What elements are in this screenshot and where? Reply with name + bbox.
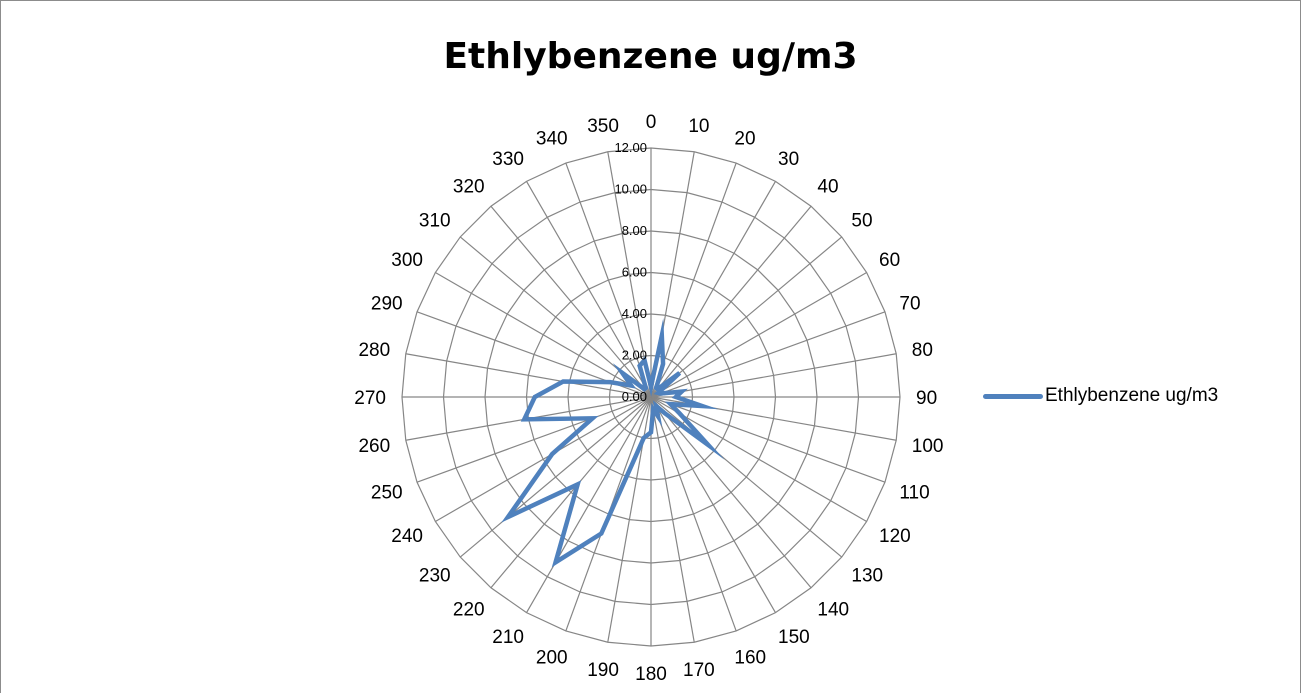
angle-tick-label: 110	[899, 482, 929, 503]
grid-spoke	[435, 396, 652, 523]
grid-spoke	[459, 396, 652, 558]
angle-tick-label: 90	[916, 388, 937, 409]
angle-tick-label: 200	[536, 647, 568, 668]
angle-tick-label: 270	[354, 388, 386, 409]
angle-tick-label: 140	[817, 599, 849, 620]
grid-spoke	[405, 353, 652, 398]
grid-spoke	[525, 181, 652, 398]
grid-spoke	[650, 311, 886, 398]
radial-tick-label: 0.00	[622, 389, 647, 404]
angle-tick-label: 20	[734, 129, 755, 150]
angle-tick-label: 160	[734, 647, 766, 668]
grid-spoke	[525, 396, 652, 613]
angle-tick-label: 220	[453, 599, 485, 620]
radial-tick-label: 6.00	[622, 265, 647, 280]
radial-tick-label: 2.00	[622, 348, 647, 363]
grid-spoke	[650, 396, 812, 589]
angle-tick-label: 280	[358, 340, 390, 361]
angle-tick-label: 240	[391, 526, 423, 547]
radial-tick-label: 10.00	[614, 182, 647, 197]
legend-label: Ethlybenzene ug/m3	[1045, 385, 1219, 406]
angle-tick-label: 170	[683, 660, 715, 681]
angle-tick-label: 300	[391, 250, 423, 271]
angle-tick-label: 190	[587, 660, 619, 681]
angle-tick-label: 80	[912, 340, 933, 361]
angle-tick-label: 250	[371, 482, 403, 503]
grid-spoke	[650, 205, 812, 398]
radial-tick-label: 12.00	[614, 140, 647, 155]
grid-spoke	[565, 162, 652, 398]
legend-swatch	[983, 393, 1043, 399]
angle-tick-label: 130	[851, 565, 883, 586]
angle-tick-label: 70	[899, 294, 920, 315]
grid-spoke	[650, 396, 737, 632]
angle-tick-label: 0	[646, 112, 657, 133]
angle-tick-label: 10	[688, 116, 709, 137]
angle-tick-label: 180	[635, 664, 667, 685]
grid-spoke	[650, 181, 777, 398]
grid-spoke	[607, 151, 652, 398]
angle-tick-label: 260	[358, 436, 390, 457]
grid-spoke	[490, 205, 652, 398]
angle-tick-label: 290	[371, 294, 403, 315]
angle-tick-label: 40	[817, 177, 838, 198]
angle-tick-label: 210	[492, 627, 524, 648]
angle-tick-label: 320	[453, 177, 485, 198]
angle-tick-label: 310	[419, 211, 451, 232]
angle-tick-label: 230	[419, 565, 451, 586]
grid-spoke	[416, 396, 652, 483]
angle-tick-label: 340	[536, 129, 568, 150]
grid-spoke	[650, 162, 737, 398]
grid-spoke	[650, 236, 843, 398]
legend: Ethlybenzene ug/m3	[983, 383, 1218, 409]
radar-grid	[401, 147, 901, 647]
grid-spoke	[490, 396, 652, 589]
series-line	[501, 317, 725, 568]
angle-tick-label: 120	[879, 526, 911, 547]
angle-tick-label: 350	[587, 116, 619, 137]
radial-tick-label: 8.00	[622, 223, 647, 238]
series-layer	[501, 317, 725, 568]
grid-spoke	[650, 396, 886, 483]
grid-spoke	[650, 396, 867, 523]
grid-spoke	[650, 396, 777, 613]
angle-tick-label: 330	[492, 149, 524, 170]
angle-tick-label: 50	[851, 211, 872, 232]
angle-tick-label: 60	[879, 250, 900, 271]
radial-tick-label: 4.00	[622, 306, 647, 321]
grid-spoke	[650, 396, 695, 643]
radial-tick-labels: 0.00 2.00 4.00 6.00 8.00 10.00 12.00	[614, 140, 647, 404]
angle-tick-label: 30	[778, 149, 799, 170]
angle-tick-label: 150	[778, 627, 810, 648]
grid-spoke	[650, 271, 867, 398]
angle-tick-label: 100	[912, 436, 944, 457]
chart-title: Ethlybenzene ug/m3	[443, 36, 858, 77]
grid-spoke	[435, 271, 652, 398]
grid-spoke	[650, 353, 897, 398]
